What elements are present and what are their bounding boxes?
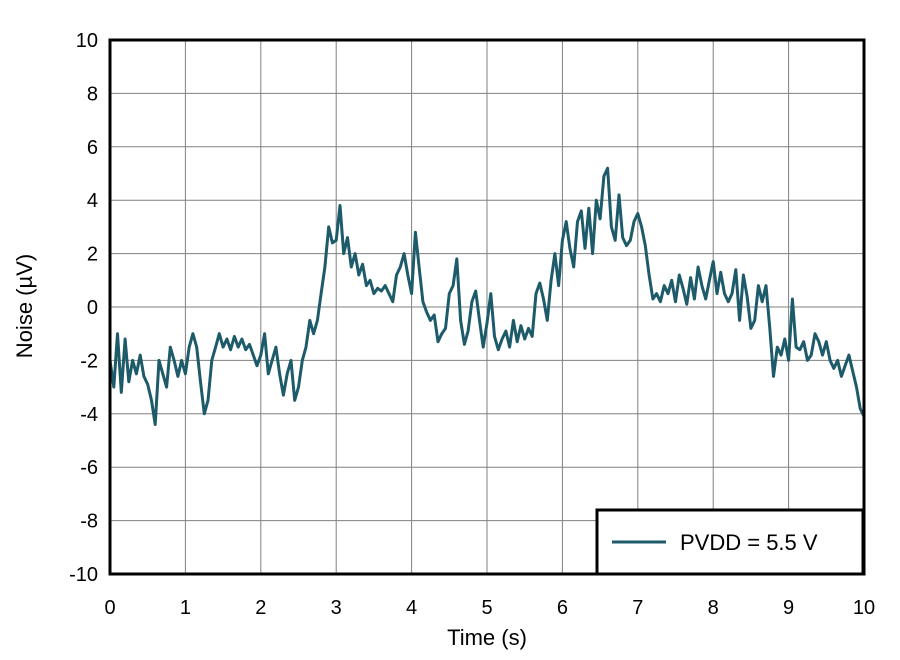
series-line-0: [108, 166, 866, 426]
x-tick-label-3: 3: [331, 597, 342, 619]
y-tick-label-10: 10: [76, 30, 98, 52]
y-tick-label-6: 2: [87, 244, 98, 266]
legend: PVDD = 5.5 V: [595, 508, 865, 576]
x-tick-label-8: 8: [708, 597, 719, 619]
x-tick-label-5: 5: [481, 597, 492, 619]
y-tick-label-0: -10: [69, 564, 98, 586]
x-tick-label-4: 4: [406, 597, 417, 619]
x-tick-label-1: 1: [180, 597, 191, 619]
y-tick-label-3: -4: [80, 404, 98, 426]
y-tick-label-1: -8: [80, 511, 98, 533]
x-tick-label-2: 2: [255, 597, 266, 619]
x-tick-label-9: 9: [783, 597, 794, 619]
y-axis-title: Noise (µV): [12, 254, 37, 358]
x-tick-label-6: 6: [557, 597, 568, 619]
legend-label: PVDD = 5.5 V: [680, 530, 818, 555]
x-tick-labels: 0 1 2 3 4 5 6 7 8 9 10: [104, 597, 875, 619]
x-axis-title: Time (s): [447, 625, 527, 650]
series-layer: [108, 166, 866, 426]
y-tick-label-9: 8: [87, 83, 98, 105]
plot-frame: [108, 38, 866, 576]
x-tick-label-10: 10: [853, 597, 875, 619]
x-tick-label-0: 0: [104, 597, 115, 619]
y-tick-label-4: -2: [80, 350, 98, 372]
grid: [110, 40, 864, 574]
y-tick-labels: -10 -8 -6 -4 -2 0 2 4 6 8 10: [69, 30, 98, 586]
y-tick-label-8: 6: [87, 137, 98, 159]
y-tick-label-5: 0: [87, 297, 98, 319]
y-tick-label-2: -6: [80, 457, 98, 479]
x-tick-label-7: 7: [632, 597, 643, 619]
y-tick-label-7: 4: [87, 190, 98, 212]
